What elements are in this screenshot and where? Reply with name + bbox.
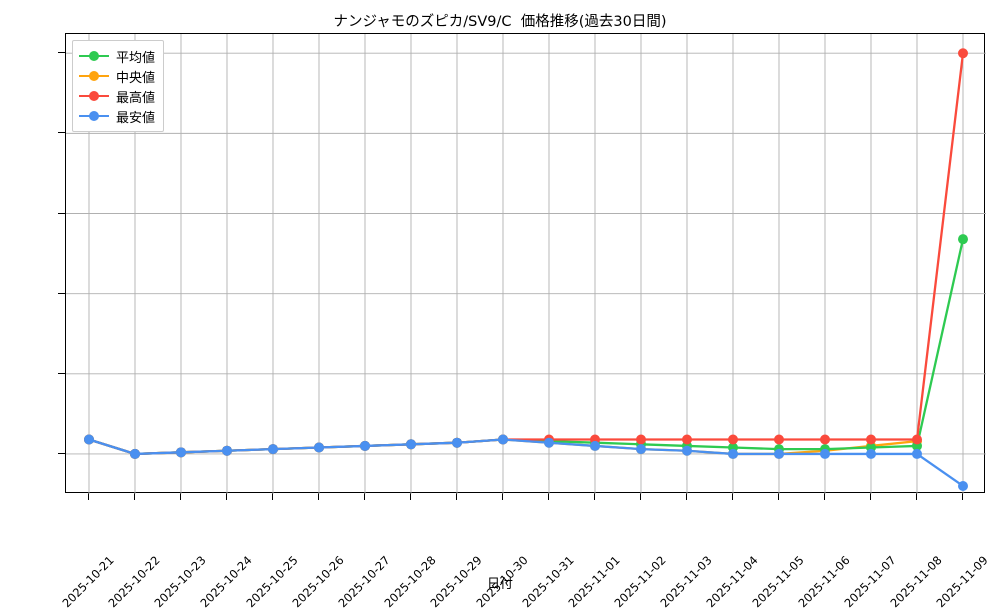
legend-marker-icon [79,109,109,123]
legend-label: 最安値 [116,110,156,126]
data-point [498,434,508,445]
data-point [820,448,830,459]
x-tick-mark [88,493,89,500]
y-tick-mark [58,212,65,214]
y-tick-mark [58,52,65,54]
legend-item-1[interactable]: 中央値 [79,66,155,86]
series-3 [84,434,968,491]
y-tick-mark [58,292,65,294]
series-line [87,238,965,456]
x-tick-mark [456,493,457,500]
data-point [728,448,738,459]
legend-marker-icon [79,69,109,83]
y-tick-mark [58,132,65,134]
data-point [222,445,232,456]
x-tick-mark [410,493,411,500]
data-point [452,437,462,448]
data-point [774,448,784,459]
legend-marker-icon [79,49,109,63]
legend-label: 最高値 [116,90,156,106]
x-tick-mark [272,493,273,500]
x-tick-mark [180,493,181,500]
x-tick-mark [318,493,319,500]
legend-item-0[interactable]: 平均値 [79,46,155,66]
data-point [866,448,876,459]
x-tick-mark [686,493,687,500]
data-point [268,444,278,455]
legend-label: 中央値 [116,70,156,86]
data-point [406,439,416,450]
legend-item-2[interactable]: 最高値 [79,86,155,106]
x-tick-mark [870,493,871,500]
data-point [866,434,876,445]
x-tick-mark [594,493,595,500]
data-point [958,480,968,491]
data-point [314,442,324,453]
chart-title: ナンジャモのズピカ/SV9/C 価格推移(過去30日間) [333,14,667,30]
series-0 [84,234,968,459]
x-tick-mark [364,493,365,500]
data-point [84,434,94,445]
x-tick-mark [226,493,227,500]
x-tick-mark [962,493,963,500]
data-point [590,440,600,451]
data-point [544,437,554,448]
data-point [728,434,738,445]
data-point [682,445,692,456]
data-point [958,234,968,245]
plot-area [65,33,986,494]
x-tick-mark [778,493,779,500]
x-tick-mark [134,493,135,500]
data-point [682,434,692,445]
legend-label: 平均値 [116,50,156,66]
data-point [912,434,922,445]
data-point [912,448,922,459]
x-tick-mark [916,493,917,500]
data-point [636,444,646,455]
series-line [87,438,965,488]
legend-item-3[interactable]: 最安値 [79,106,155,126]
data-point [130,448,140,459]
plot-canvas [66,34,986,494]
chart-legend: 平均値中央値最高値最安値 [72,40,165,132]
data-point [360,440,370,451]
x-tick-mark [732,493,733,500]
y-tick-mark [58,452,65,454]
series-line [87,52,965,456]
x-tick-mark [640,493,641,500]
x-tick-mark [548,493,549,500]
data-point [958,48,968,59]
data-point [774,434,784,445]
data-point [176,447,186,458]
y-tick-mark [58,372,65,374]
legend-marker-icon [79,89,109,103]
x-tick-mark [502,493,503,500]
x-axis-label: 日付 [486,577,513,592]
data-point [820,434,830,445]
x-tick-mark [824,493,825,500]
data-point [636,434,646,445]
series-2 [84,48,968,459]
